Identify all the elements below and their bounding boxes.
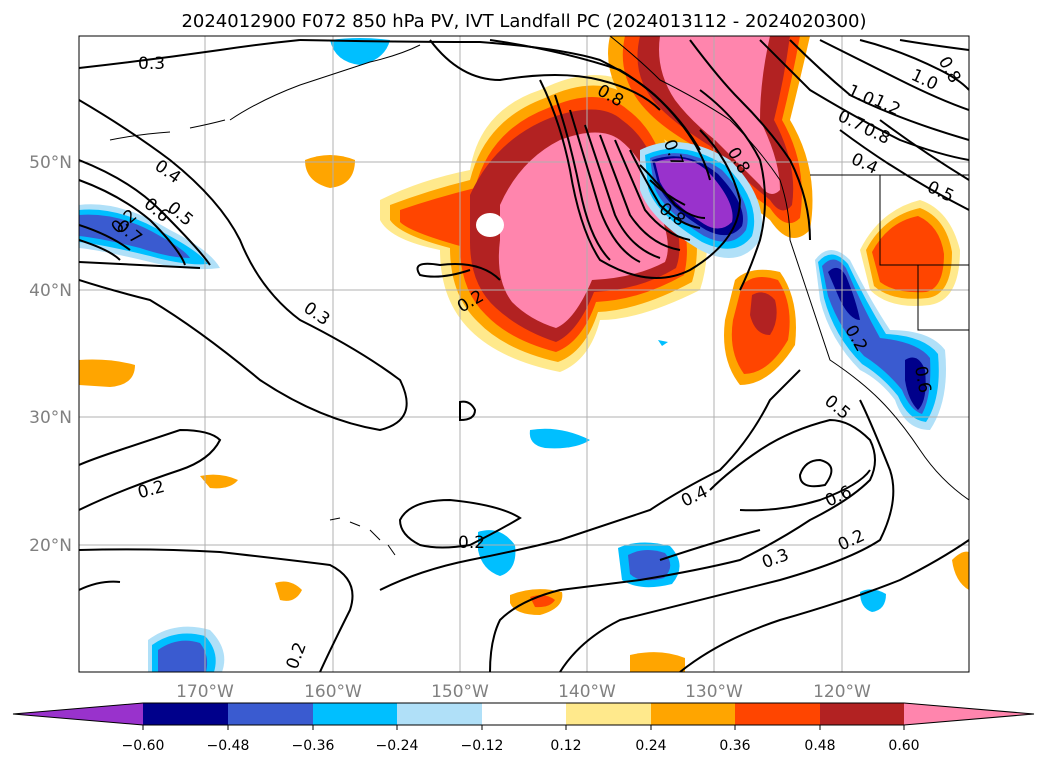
negative-anomaly-california xyxy=(815,250,946,430)
positive-anomaly-central xyxy=(380,75,707,372)
contour-label: 0.2 xyxy=(458,533,485,553)
lon-tick-label: 150°W xyxy=(431,682,489,702)
map-title: 2024012900 F072 850 hPa PV, IVT Landfall… xyxy=(181,11,866,32)
graticule xyxy=(79,36,969,672)
coastlines xyxy=(109,36,969,556)
positive-anomaly-inland xyxy=(724,200,960,385)
colorbar-tick-label: 0.60 xyxy=(888,738,919,754)
colorbar-tick-label: −0.48 xyxy=(207,738,250,754)
lon-tick-label: 170°W xyxy=(176,682,234,702)
lon-tick-label: 130°W xyxy=(685,682,743,702)
latitude-ticks: 50°N 40°N 30°N 20°N xyxy=(29,153,72,556)
negative-anomaly-west xyxy=(79,204,220,270)
ivt-contours xyxy=(79,39,969,672)
pv-shading xyxy=(79,36,969,672)
colorbar-segment xyxy=(566,703,651,725)
positive-anomaly-north-coast xyxy=(608,36,813,238)
colorbar-segment xyxy=(735,703,820,725)
colorbar-segment xyxy=(313,703,397,725)
colorbar-tick-label: −0.36 xyxy=(292,738,335,754)
colorbar-tick-label: −0.60 xyxy=(122,738,165,754)
lat-tick-label: 40°N xyxy=(29,281,72,301)
colorbar-segment xyxy=(228,703,313,725)
colorbar-tick-label: 0.24 xyxy=(635,738,666,754)
contour-label: 0.6 xyxy=(910,365,934,395)
colorbar-segment xyxy=(820,703,904,725)
lon-tick-label: 120°W xyxy=(813,682,871,702)
colorbar-tick-label: 0.48 xyxy=(804,738,835,754)
colorbar-extend-max xyxy=(904,703,1034,725)
colorbar-tick-label: 0.12 xyxy=(550,738,581,754)
lat-tick-label: 20°N xyxy=(29,536,72,556)
colorbar-segment xyxy=(397,703,482,725)
negative-anomaly-coast-low xyxy=(640,142,762,258)
map-area: 0.3 0.4 0.5 0.6 0.7 0.3 0.2 0.8 0.7 0.8 … xyxy=(79,36,969,672)
colorbar-tick-label: −0.12 xyxy=(461,738,504,754)
colorbar-segment xyxy=(482,703,566,725)
colorbar-tick-label: 0.36 xyxy=(719,738,750,754)
lat-tick-label: 50°N xyxy=(29,153,72,173)
longitude-ticks: 170°W 160°W 150°W 140°W 130°W 120°W xyxy=(176,682,871,702)
contour-label: 0.3 xyxy=(138,54,165,74)
lat-tick-label: 30°N xyxy=(29,408,72,428)
lon-tick-label: 140°W xyxy=(558,682,616,702)
colorbar-segment xyxy=(143,703,228,725)
lon-tick-label: 160°W xyxy=(304,682,362,702)
colorbar: −0.60 −0.48 −0.36 −0.24 −0.12 0.12 0.24 … xyxy=(12,702,1035,754)
colorbar-tick-label: −0.24 xyxy=(376,738,419,754)
colorbar-segment xyxy=(651,703,735,725)
colorbar-extend-min xyxy=(13,703,143,725)
map-frame xyxy=(78,35,970,673)
